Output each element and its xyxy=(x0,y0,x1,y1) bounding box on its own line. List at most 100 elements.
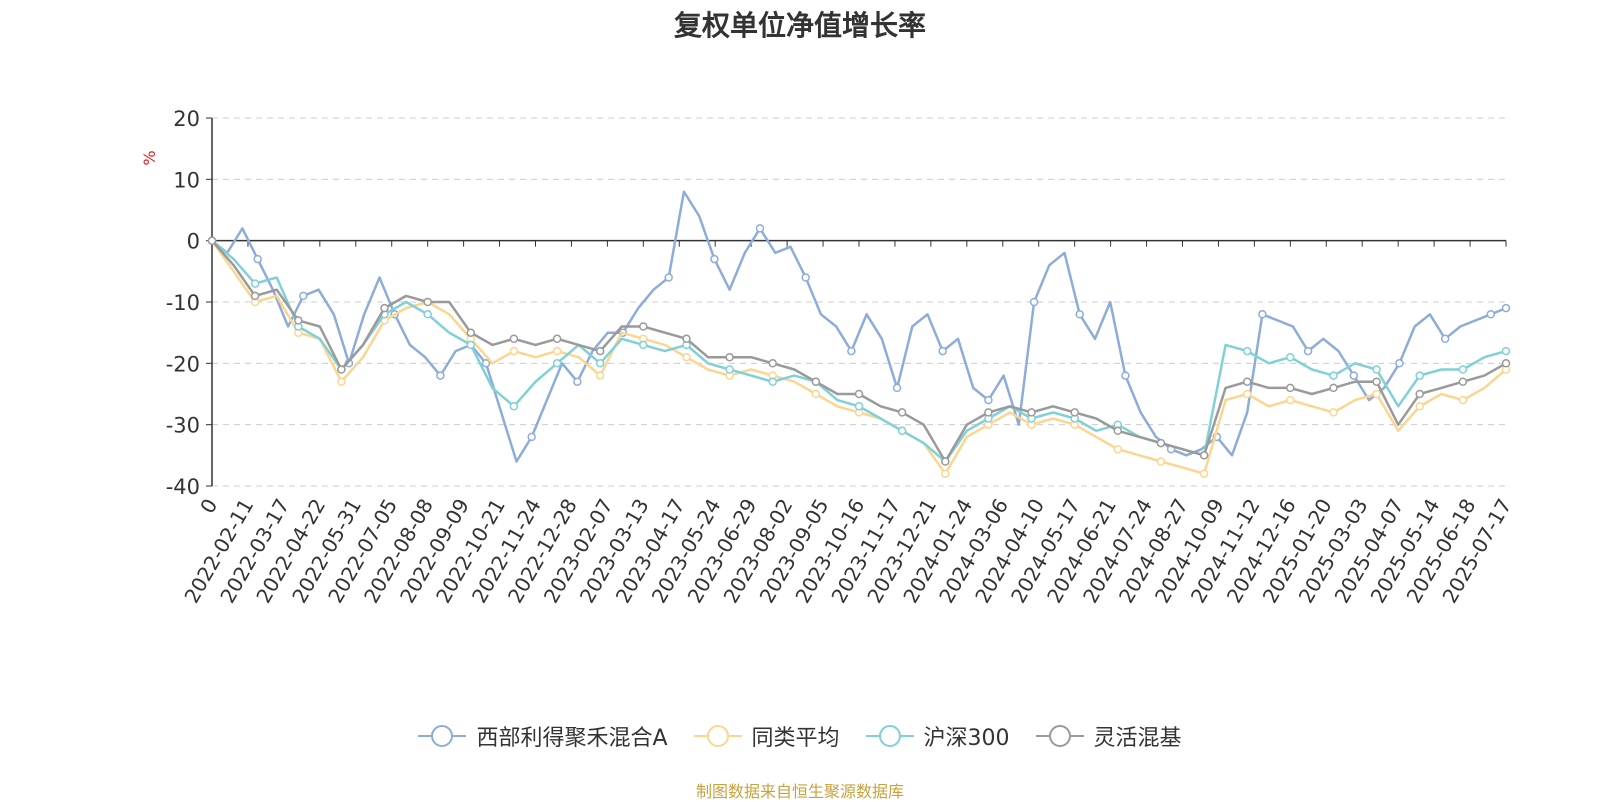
chart-title: 复权单位净值增长率 xyxy=(673,9,926,42)
series-point-0 xyxy=(573,377,582,386)
series-point-1 xyxy=(1199,469,1209,478)
series-line-1 xyxy=(210,239,1507,475)
series-point-3 xyxy=(639,322,648,331)
series-point-3 xyxy=(337,365,346,374)
y-tick-label: -20 xyxy=(166,352,200,376)
series-point-1 xyxy=(1372,389,1381,399)
series-point-0 xyxy=(481,359,491,368)
series-point-0 xyxy=(984,395,993,405)
series-point-3 xyxy=(1286,383,1295,393)
series-point-3 xyxy=(595,346,605,356)
legend-item-csi300[interactable]: 沪深300 xyxy=(865,720,1010,752)
series-point-1 xyxy=(1286,395,1295,405)
legend-item-fund[interactable]: 西部利得聚禾混合A xyxy=(418,720,668,752)
series-point-1 xyxy=(1156,457,1166,466)
legend-symbol-fund-icon xyxy=(418,724,467,748)
series-point-3 xyxy=(1242,377,1252,386)
series-point-1 xyxy=(595,371,605,380)
legend-label-csi300: 沪深300 xyxy=(923,726,1010,751)
series-point-0 xyxy=(1349,371,1359,380)
legend-circle xyxy=(1048,725,1071,747)
series-point-0 xyxy=(1486,310,1496,319)
y-tick-label: 10 xyxy=(173,168,200,192)
series-point-3 xyxy=(1199,451,1209,460)
series-point-3 xyxy=(725,352,734,362)
series-point-2 xyxy=(854,402,864,411)
series-point-0 xyxy=(253,254,262,264)
series-point-0 xyxy=(938,346,947,356)
series-point-0 xyxy=(801,273,810,282)
series-line-0 xyxy=(211,190,1507,463)
series-point-3 xyxy=(1113,426,1123,436)
series-point-0 xyxy=(299,291,308,301)
series-point-2 xyxy=(639,340,648,350)
series-point-3 xyxy=(1415,389,1424,399)
legend-symbol-flexible-icon xyxy=(1035,724,1084,748)
series-point-0 xyxy=(1440,334,1450,344)
series-point-2 xyxy=(725,365,734,374)
series-point-3 xyxy=(552,334,562,344)
series-point-0 xyxy=(755,224,765,233)
series-point-3 xyxy=(466,328,476,337)
series-point-3 xyxy=(682,334,691,344)
series-point-2 xyxy=(509,402,519,411)
series-point-2 xyxy=(423,310,432,319)
series-point-3 xyxy=(1458,377,1468,386)
series-point-0 xyxy=(847,346,856,356)
legend: 西部利得聚禾混合A 同类平均 沪深300 灵活混基 xyxy=(0,720,1600,752)
y-tick-label: 20 xyxy=(173,107,200,131)
series-point-2 xyxy=(768,377,777,386)
series-point-2 xyxy=(897,426,907,436)
series-point-0 xyxy=(527,432,536,442)
series-point-0 xyxy=(1501,303,1511,313)
series-point-0 xyxy=(710,254,719,264)
legend-item-peer-average[interactable]: 同类平均 xyxy=(693,720,840,752)
series-point-3 xyxy=(509,334,519,344)
series-point-2 xyxy=(1458,365,1468,374)
series-point-2 xyxy=(466,340,476,350)
series-point-2 xyxy=(1501,346,1511,356)
legend-label-fund: 西部利得聚禾混合A xyxy=(476,726,668,751)
series-point-1 xyxy=(1458,395,1468,405)
series-point-0 xyxy=(436,371,445,380)
series-point-3 xyxy=(768,359,777,368)
series-point-2 xyxy=(595,359,605,368)
y-axis-label: % xyxy=(140,150,159,165)
series-point-3 xyxy=(294,316,303,325)
series-point-3 xyxy=(1070,408,1079,417)
series-point-0 xyxy=(892,383,902,393)
y-tick-label: -40 xyxy=(166,475,200,499)
y-tick-label: 0 xyxy=(187,230,200,254)
series-point-0 xyxy=(664,273,673,282)
legend-circle xyxy=(878,725,901,747)
series-point-3 xyxy=(1027,408,1036,417)
series-point-1 xyxy=(337,377,346,386)
series-point-1 xyxy=(1415,402,1424,411)
legend-label-peer-average: 同类平均 xyxy=(751,726,840,751)
series-point-3 xyxy=(423,297,432,307)
series-point-3 xyxy=(984,408,993,417)
y-tick-label: -10 xyxy=(166,291,200,315)
series-point-2 xyxy=(1372,365,1381,374)
data-source-note: 制图数据来自恒生聚源数据库 xyxy=(695,782,904,801)
legend-circle xyxy=(706,725,729,747)
series-point-2 xyxy=(250,279,260,288)
legend-item-flexible-mixed[interactable]: 灵活混基 xyxy=(1035,720,1182,752)
legend-symbol-csi300-icon xyxy=(865,724,914,748)
series-point-3 xyxy=(207,236,217,245)
y-tick-label: -30 xyxy=(166,414,200,438)
series-point-1 xyxy=(811,389,821,399)
series-point-1 xyxy=(941,469,950,478)
series-point-1 xyxy=(509,346,519,356)
series-point-3 xyxy=(250,291,260,301)
series-point-0 xyxy=(1121,371,1130,380)
series-point-3 xyxy=(854,389,864,399)
series-point-1 xyxy=(1113,444,1123,454)
series-point-0 xyxy=(1258,310,1267,319)
series-point-3 xyxy=(1501,359,1511,368)
series-point-3 xyxy=(380,303,389,313)
series-point-1 xyxy=(1242,389,1252,399)
series-point-3 xyxy=(1329,383,1338,393)
series-point-3 xyxy=(897,408,907,417)
series-point-2 xyxy=(1242,346,1252,356)
